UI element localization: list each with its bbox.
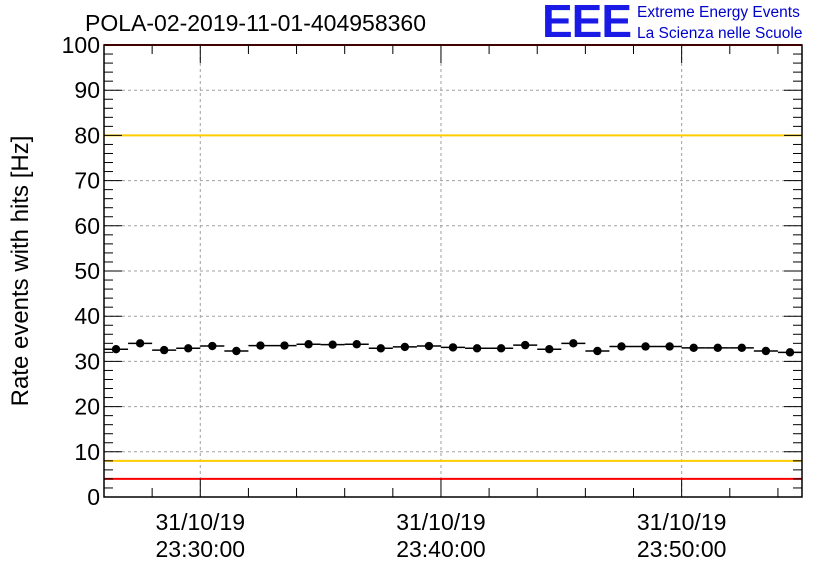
data-point xyxy=(111,344,121,354)
y-axis-label: Rate events with hits [Hz] xyxy=(7,136,34,407)
y-tick-label: 10 xyxy=(74,439,100,465)
data-point xyxy=(135,339,145,348)
x-tick-label-time: 23:50:00 xyxy=(637,536,727,562)
data-point xyxy=(328,340,337,349)
data-point xyxy=(400,342,410,352)
y-tick-label: 40 xyxy=(74,303,100,329)
data-point xyxy=(376,344,385,353)
x-tick-label-time: 23:40:00 xyxy=(396,536,486,562)
data-point xyxy=(184,344,193,353)
y-tick-label: 60 xyxy=(74,213,100,239)
data-point xyxy=(689,343,698,353)
data-point xyxy=(593,346,602,356)
y-tick-label: 90 xyxy=(74,77,100,103)
data-point xyxy=(521,340,530,350)
data-point xyxy=(472,344,482,353)
data-point xyxy=(713,343,722,353)
y-tick-label: 100 xyxy=(62,32,100,58)
data-point xyxy=(545,344,554,354)
x-tick-label-date: 31/10/19 xyxy=(396,509,486,535)
data-point xyxy=(280,341,289,350)
logo-mark: EEE xyxy=(542,0,632,47)
data-point xyxy=(761,346,771,356)
data-point xyxy=(159,345,169,355)
data-point xyxy=(617,342,626,351)
data-point xyxy=(737,343,747,353)
x-tick-label-date: 31/10/19 xyxy=(637,509,727,535)
data-point xyxy=(569,339,578,348)
data-point xyxy=(208,341,217,351)
y-tick-label: 50 xyxy=(74,258,100,284)
x-tick-label-date: 31/10/19 xyxy=(156,509,246,535)
chart-title: POLA-02-2019-11-01-404958360 xyxy=(85,10,426,36)
data-point xyxy=(448,343,458,352)
logo-line-1: Extreme Energy Events xyxy=(637,4,800,21)
y-tick-label: 70 xyxy=(74,168,100,194)
data-point xyxy=(496,344,506,353)
y-tick-label: 0 xyxy=(87,484,100,510)
y-tick-label: 30 xyxy=(74,348,100,374)
y-tick-label: 20 xyxy=(74,394,100,420)
data-point xyxy=(352,340,361,349)
y-tick-label: 80 xyxy=(74,122,100,148)
data-point xyxy=(256,341,265,350)
data-point xyxy=(665,342,674,351)
data-point xyxy=(232,346,241,356)
logo-line-2: La Scienza nelle Scuole xyxy=(637,25,803,42)
data-point xyxy=(304,340,313,349)
data-point xyxy=(641,342,650,351)
data-point xyxy=(424,341,434,351)
x-tick-label-time: 23:30:00 xyxy=(156,536,246,562)
data-point xyxy=(785,348,795,357)
